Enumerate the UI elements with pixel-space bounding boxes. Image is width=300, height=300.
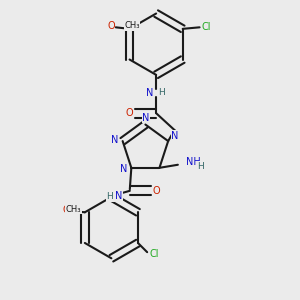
Text: Cl: Cl — [202, 22, 211, 32]
Text: H: H — [158, 88, 165, 97]
Text: N: N — [111, 134, 119, 145]
Text: N: N — [146, 88, 153, 98]
Text: O: O — [63, 205, 70, 215]
Text: NH: NH — [185, 157, 200, 167]
Text: H: H — [197, 162, 204, 171]
Text: Cl: Cl — [149, 249, 159, 259]
Text: CH₃: CH₃ — [66, 205, 81, 214]
Text: O: O — [107, 21, 115, 32]
Text: O: O — [152, 186, 160, 196]
Text: O: O — [126, 108, 134, 118]
Text: H: H — [106, 193, 113, 202]
Text: N: N — [120, 164, 127, 174]
Text: CH₃: CH₃ — [124, 21, 140, 30]
Text: N: N — [171, 130, 178, 141]
Text: N: N — [115, 191, 122, 201]
Text: N: N — [142, 113, 150, 123]
